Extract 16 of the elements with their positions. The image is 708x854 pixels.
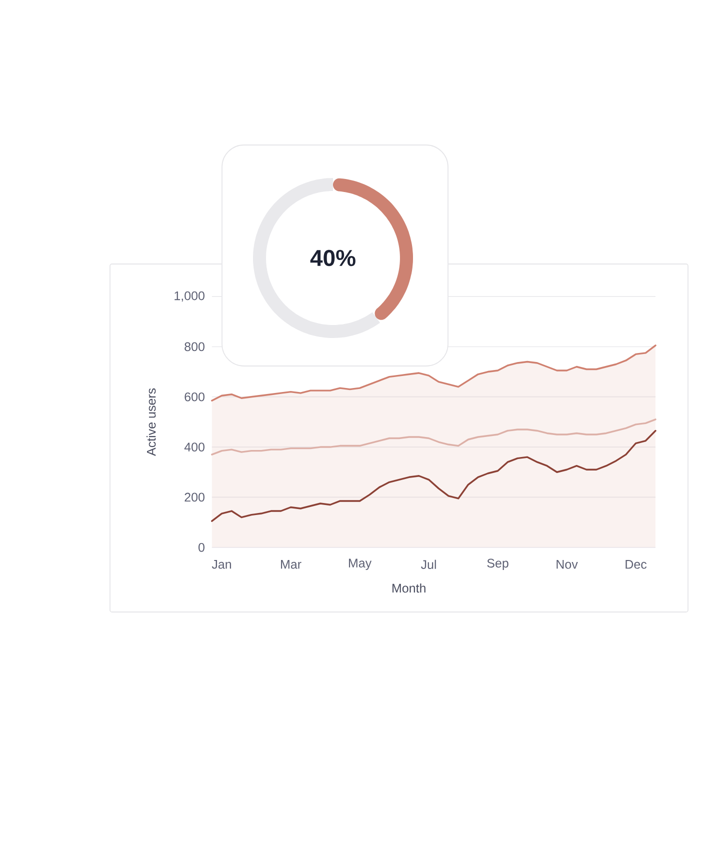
x-axis-title: Month <box>392 583 426 593</box>
x-tick-label: Dec <box>626 560 647 569</box>
y-tick-label: 200 <box>184 492 204 502</box>
x-tick-label: Jan <box>212 560 232 569</box>
y-axis-title: Active users <box>146 388 156 456</box>
x-tick-label: Sep <box>487 558 508 570</box>
y-tick-label: 400 <box>184 442 204 452</box>
x-tick-label: Jul <box>420 560 436 569</box>
y-tick-label: 1,000 <box>174 291 204 302</box>
y-tick-label: 0 <box>198 542 204 552</box>
text: 40% <box>310 250 356 266</box>
x-tick-label: Mar <box>281 560 302 569</box>
x-tick-label: Nov <box>556 560 578 569</box>
y-tick-label: 600 <box>184 392 204 402</box>
y-tick-label: 800 <box>184 342 204 352</box>
x-tick-label: May <box>348 558 372 570</box>
